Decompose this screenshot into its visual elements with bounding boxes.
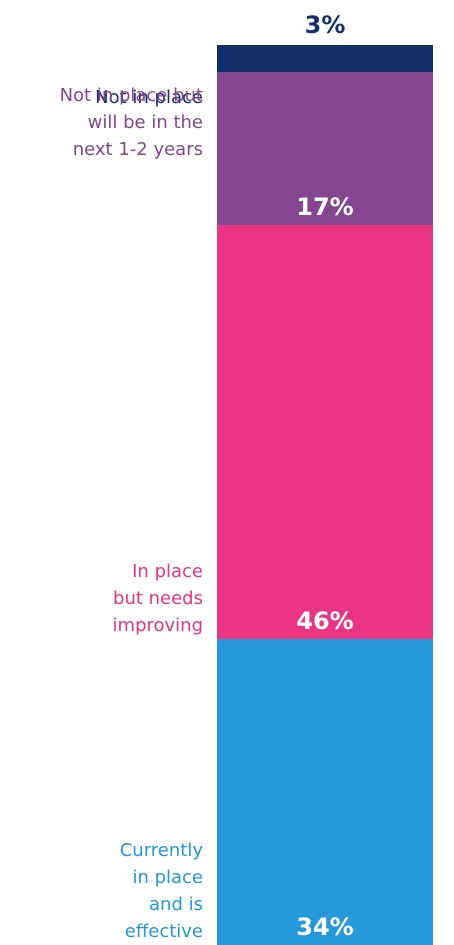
value-label: 3%	[305, 11, 346, 39]
category-label: Currently in place and is effective	[120, 840, 204, 942]
value-label: 17%	[296, 193, 353, 221]
category-label: Not in place but will be in the next 1-2 y…	[60, 85, 203, 160]
value-label: 46%	[296, 607, 353, 635]
bar-segment	[217, 45, 433, 72]
bar-segment	[217, 72, 433, 225]
bar-segment	[217, 225, 433, 639]
category-label: Not in place	[95, 87, 203, 108]
value-label: 34%	[296, 913, 353, 941]
bar-segment	[217, 639, 433, 945]
category-label: In place but needs improving	[113, 561, 203, 636]
